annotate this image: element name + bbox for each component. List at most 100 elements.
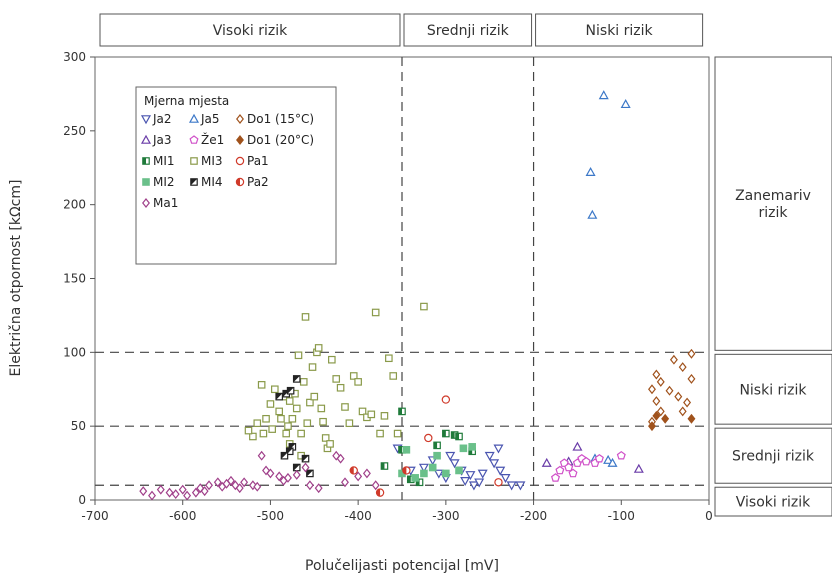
diamond-marker — [236, 114, 244, 124]
data-point — [445, 451, 456, 461]
diamond-filled-marker — [687, 413, 696, 424]
square-marker — [275, 407, 284, 416]
pentagon-marker — [550, 473, 561, 482]
data-point — [303, 419, 312, 428]
square-diagonal-fill — [293, 375, 300, 383]
legend-label: Že1 — [201, 132, 224, 147]
square-marker — [294, 351, 303, 360]
square-marker — [310, 392, 319, 401]
data-point — [380, 412, 389, 420]
legend: Mjerna mjesta Ja2 Ja5 Do1 (15°C) Ja3 Že1 Do1 (… — [135, 86, 337, 265]
data-point — [266, 400, 275, 408]
diamond-filled-marker — [661, 413, 670, 424]
data-point — [433, 451, 441, 460]
data-point — [495, 466, 506, 476]
data-point — [385, 354, 393, 363]
data-point — [493, 444, 504, 454]
square-half-fill — [142, 157, 146, 165]
data-point — [286, 386, 295, 395]
square-marker — [328, 355, 336, 364]
data-point — [235, 483, 244, 494]
data-point — [275, 392, 284, 401]
square-marker — [268, 425, 276, 433]
data-point — [297, 429, 305, 438]
triangle-down-marker — [418, 463, 429, 473]
triangle-down-marker — [500, 474, 511, 484]
data-point — [257, 450, 266, 461]
diamond-filled-marker — [648, 421, 656, 432]
data-point — [349, 372, 358, 380]
square-filled-marker — [455, 466, 463, 475]
data-point — [484, 451, 495, 461]
square-marker — [308, 363, 317, 371]
x-tick-label: -200 — [520, 509, 547, 523]
legend-label: MI1 — [153, 154, 175, 168]
data-point — [669, 354, 678, 365]
square-diagonal-fill — [276, 393, 283, 400]
diamond-marker — [362, 468, 371, 479]
data-point — [441, 395, 451, 404]
square-half-fill — [398, 408, 402, 415]
right-zone-box — [714, 56, 832, 351]
pentagon-marker — [594, 453, 604, 463]
diamond-marker — [226, 475, 235, 486]
square-marker — [321, 434, 330, 442]
data-point — [308, 363, 317, 371]
data-point — [310, 392, 319, 401]
data-point — [165, 487, 174, 498]
legend-label: Ja5 — [200, 112, 220, 126]
data-point — [371, 308, 380, 317]
pentagon-marker — [581, 456, 591, 466]
square-half-fill — [442, 430, 446, 437]
series--e1 — [550, 450, 626, 482]
right-zone-label: Visoki rizik — [736, 495, 811, 511]
square-marker — [297, 429, 305, 438]
data-point — [191, 487, 200, 498]
right-zone-label: Srednji rizik — [732, 449, 815, 465]
square-filled-marker — [433, 451, 441, 460]
data-point — [266, 468, 275, 479]
triangle-up-marker — [140, 134, 152, 144]
data-point — [321, 434, 330, 442]
legend-label: Ja3 — [152, 133, 172, 147]
diamond-marker — [314, 483, 323, 494]
data-point — [314, 483, 323, 494]
diamond-marker — [240, 477, 249, 488]
square-marker — [244, 426, 253, 435]
data-point — [299, 378, 308, 386]
data-point — [607, 457, 618, 467]
data-point — [332, 375, 341, 383]
series-mi4 — [275, 375, 314, 478]
data-point — [572, 441, 583, 451]
square-marker — [345, 419, 354, 428]
diamond-marker — [656, 376, 665, 387]
series-ma1 — [139, 450, 380, 501]
data-point — [288, 414, 297, 423]
series-mi1 — [380, 407, 476, 487]
data-point — [515, 481, 526, 491]
square-diagonal-fill — [190, 178, 198, 186]
triangle-up-marker — [633, 463, 644, 473]
data-point — [433, 441, 441, 450]
square-marker — [190, 157, 198, 165]
series-do1-20-c — [648, 410, 696, 432]
data-point — [459, 444, 468, 453]
data-point — [301, 313, 310, 321]
square-half-fill — [468, 448, 473, 455]
triangle-down-marker — [477, 469, 488, 479]
data-point — [282, 429, 291, 438]
data-point — [477, 469, 488, 479]
square-marker — [376, 429, 384, 438]
square-marker — [306, 398, 314, 407]
legend-item: MI3 — [190, 154, 223, 168]
data-point — [328, 355, 336, 364]
right-zone-box — [714, 486, 832, 517]
data-point — [253, 481, 262, 492]
diamond-marker — [266, 468, 275, 479]
y-tick-label: 50 — [71, 419, 86, 433]
x-tick-label: -700 — [81, 509, 108, 523]
data-point — [317, 404, 326, 413]
data-point — [367, 410, 376, 419]
data-point — [285, 397, 294, 405]
square-marker — [285, 397, 294, 405]
